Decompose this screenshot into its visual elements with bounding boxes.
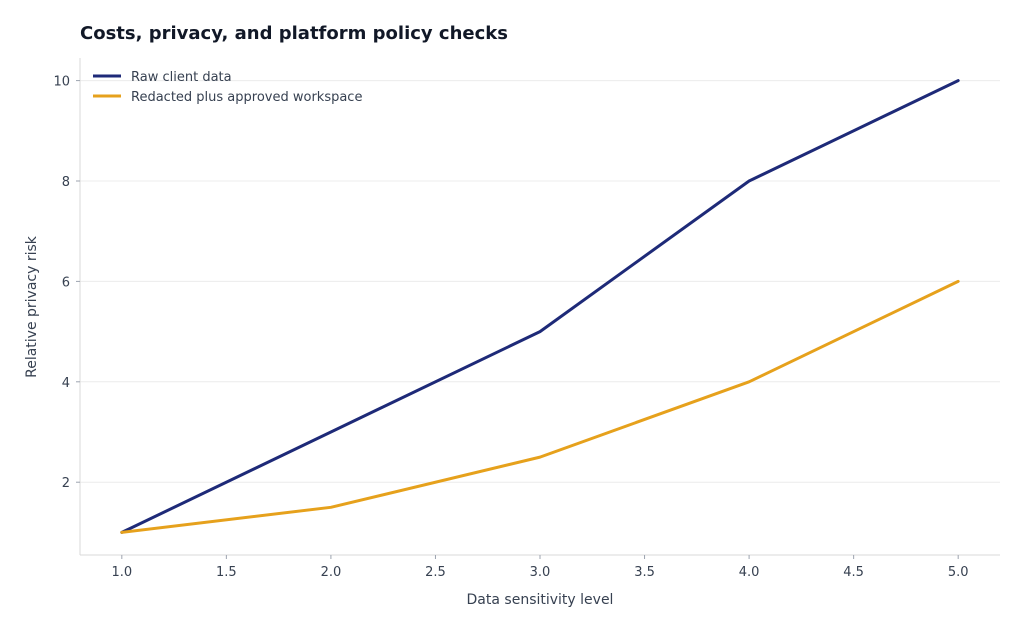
x-tick-label: 5.0 (948, 565, 969, 580)
y-tick-label: 6 (62, 275, 70, 290)
grid-lines (80, 80, 1000, 483)
series-lines (120, 79, 960, 534)
series-line-0 (120, 79, 960, 534)
x-tick-label: 4.0 (739, 565, 760, 580)
y-tick-label: 10 (53, 75, 70, 90)
legend-label-0: Raw client data (131, 70, 232, 85)
x-tick-label: 2.0 (321, 565, 342, 580)
legend-label-1: Redacted plus approved workspace (131, 90, 362, 105)
y-axis-ticks: 2 4 6 8 10 (53, 75, 80, 491)
x-tick-label: 1.5 (216, 565, 237, 580)
x-tick-label: 3.0 (530, 565, 551, 580)
axes (79, 58, 1000, 556)
legend: Raw client data Redacted plus approved wo… (93, 70, 362, 105)
x-tick-label: 2.5 (425, 565, 446, 580)
y-tick-label: 2 (62, 476, 70, 491)
x-tick-label: 3.5 (634, 565, 655, 580)
series-line-1 (120, 279, 960, 534)
x-tick-label: 4.5 (843, 565, 864, 580)
y-tick-label: 8 (62, 175, 70, 190)
chart-title: Costs, privacy, and platform policy chec… (80, 23, 508, 44)
x-axis-label: Data sensitivity level (467, 592, 614, 608)
y-tick-label: 4 (62, 376, 70, 391)
x-axis-ticks: 1.0 1.5 2.0 2.5 3.0 3.5 4.0 4.5 5.0 (111, 555, 969, 580)
x-tick-label: 1.0 (111, 565, 132, 580)
y-axis-label: Relative privacy risk (24, 235, 40, 378)
